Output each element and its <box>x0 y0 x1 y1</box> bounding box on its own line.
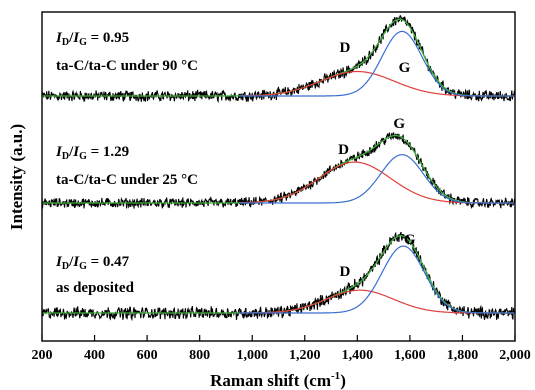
d-peak-label-middle: D <box>338 142 349 158</box>
x-tick-label: 1,800 <box>447 348 479 363</box>
condition-label-top: ta-C/ta-C under 90 °C <box>56 58 198 74</box>
spectrum-middle <box>41 132 516 210</box>
condition-label-middle: ta-C/ta-C under 25 °C <box>56 172 198 188</box>
annotation-layer: ID/IG = 0.95 ta-C/ta-C under 90 °C D G ID/IG… <box>55 30 416 296</box>
spectrum-bottom <box>41 231 516 322</box>
x-tick-label: 800 <box>189 348 210 363</box>
spectrum-top <box>41 15 516 104</box>
x-tick-label: 1,200 <box>289 348 321 363</box>
ratio-label-bottom: ID/IG = 0.47 <box>55 254 130 272</box>
condition-label-bottom: as deposited <box>56 280 135 296</box>
g-peak-label-bottom: G <box>404 232 416 248</box>
ratio-label-middle: ID/IG = 1.29 <box>55 144 129 162</box>
x-tick-label: 600 <box>137 348 158 363</box>
raw-spectrum-bottom <box>41 231 516 322</box>
x-tick-label: 2,000 <box>499 348 531 363</box>
x-axis-title: Raman shift (cm-1) <box>210 370 346 390</box>
x-tick-label: 400 <box>84 348 105 363</box>
y-axis-title: Intensity (a.u.) <box>7 124 26 230</box>
x-tick-label: 200 <box>32 348 53 363</box>
d-peak-label-bottom: D <box>339 264 350 280</box>
plot-layer <box>41 15 516 322</box>
raw-spectrum-middle <box>41 132 516 210</box>
g-band-curve-top <box>239 30 515 97</box>
d-peak-label-top: D <box>339 40 350 56</box>
g-peak-label-top: G <box>399 60 411 76</box>
ratio-label-top: ID/IG = 0.95 <box>55 30 129 48</box>
tick-layer: 200 400 600 800 1,000 1,200 1,400 1,600 1,800 2,0… <box>32 335 531 363</box>
x-tick-label: 1,400 <box>342 348 374 363</box>
x-tick-label: 1,600 <box>394 348 426 363</box>
fit-curve-bottom <box>42 235 515 314</box>
g-peak-label-middle: G <box>393 116 405 132</box>
g-band-curve-bottom <box>239 245 515 314</box>
x-tick-label: 1,000 <box>236 348 268 363</box>
g-band-curve-middle <box>239 153 515 204</box>
plot-frame <box>41 11 516 342</box>
